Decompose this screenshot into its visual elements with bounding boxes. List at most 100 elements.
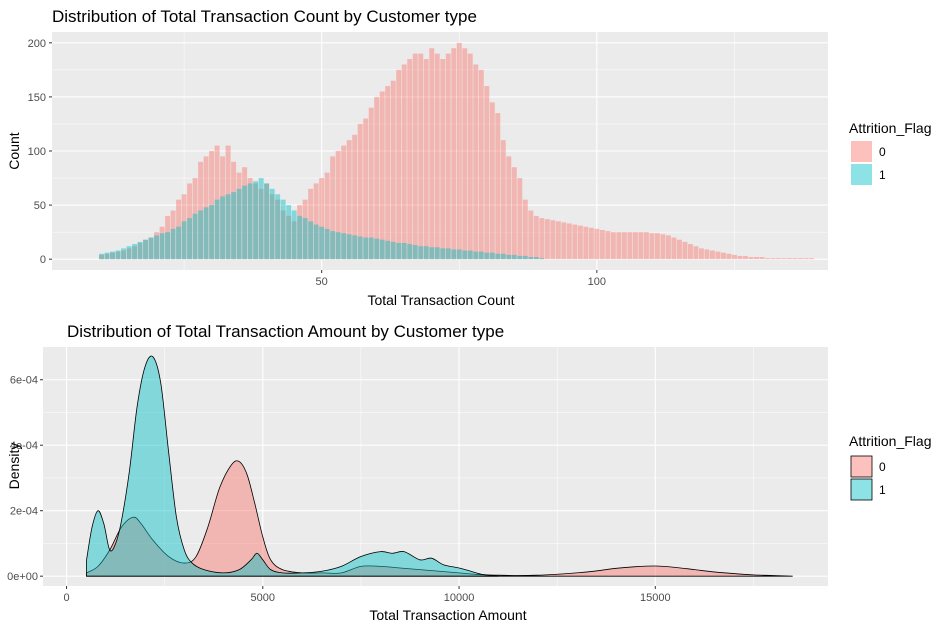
bar-attrited — [363, 237, 369, 260]
bar-retained — [412, 53, 418, 260]
bar-retained — [478, 69, 484, 260]
bar-attrited — [324, 228, 330, 260]
bar-retained — [495, 113, 501, 260]
bar-retained — [627, 232, 633, 260]
bar-retained — [500, 140, 506, 260]
bar-retained — [192, 178, 198, 260]
bar-attrited — [335, 232, 341, 260]
bar-attrited — [209, 205, 215, 260]
bar-retained — [159, 226, 165, 260]
amount-density-panel: 0e+00 2e-04 4e-04 6e-04 0 5000 10000 15000 Dist… — [6, 322, 931, 623]
bar-attrited — [115, 250, 121, 260]
bar-attrited — [308, 221, 314, 260]
bar-attrited — [511, 254, 517, 260]
y-tick-label: 200 — [28, 38, 46, 50]
bar-attrited — [137, 241, 143, 260]
bar-retained — [715, 251, 721, 260]
bar-attrited — [319, 226, 325, 260]
bar-retained — [577, 225, 583, 260]
bar-retained — [621, 232, 627, 260]
bar-retained — [368, 107, 374, 260]
bar-attrited — [264, 183, 270, 260]
bar-retained — [445, 53, 451, 260]
bar-retained — [99, 254, 105, 260]
bar-attrited — [143, 239, 149, 260]
bar-retained — [511, 167, 517, 260]
bar-attrited — [330, 231, 336, 260]
bar-retained — [731, 254, 737, 260]
bar-attrited — [341, 233, 347, 260]
legend: Attrition_Flag 0 1 — [849, 433, 931, 501]
bar-retained — [126, 248, 132, 260]
bar-retained — [467, 53, 473, 260]
bar-attrited — [506, 254, 512, 260]
bar-attrited — [495, 253, 501, 260]
bar-retained — [709, 250, 715, 260]
bar-attrited — [231, 192, 237, 260]
density-retained — [86, 460, 793, 577]
bar-attrited — [220, 196, 226, 260]
y-tick-label: 0e+00 — [7, 571, 38, 583]
bar-retained — [110, 252, 116, 260]
bar-retained — [704, 249, 710, 260]
bar-retained — [572, 224, 578, 260]
bar-retained — [798, 258, 803, 260]
bar-retained — [429, 48, 435, 260]
bar-retained — [632, 232, 638, 260]
bar-retained — [313, 183, 319, 260]
bar-retained — [528, 210, 534, 260]
bar-retained — [374, 96, 380, 260]
legend-key-attrited — [850, 478, 873, 501]
bar-retained — [682, 241, 688, 260]
y-tick-label: 4e-04 — [10, 440, 38, 452]
bar-retained — [203, 156, 209, 260]
bar-attrited — [390, 241, 396, 260]
x-tick-label: 10000 — [444, 592, 475, 604]
bar-attrited — [225, 194, 231, 260]
legend-title: Attrition_Flag — [849, 120, 931, 136]
bar-retained — [638, 232, 644, 260]
bar-attrited — [275, 194, 281, 260]
bar-attrited — [379, 239, 385, 260]
bar-attrited — [242, 185, 248, 260]
bar-retained — [566, 223, 572, 260]
bar-attrited — [286, 205, 292, 260]
bar-attrited — [478, 251, 484, 260]
bar-retained — [209, 151, 215, 260]
bar-retained — [748, 257, 754, 260]
bar-attrited — [401, 242, 407, 260]
y-axis-title: Density — [6, 443, 22, 490]
x-tick-label: 5000 — [251, 592, 275, 604]
bar-attrited — [396, 242, 402, 260]
bar-attrited — [247, 183, 253, 260]
bar-retained — [555, 221, 561, 260]
bar-attrited — [467, 250, 473, 260]
bar-attrited — [346, 234, 352, 260]
bar-attrited — [236, 188, 242, 260]
bar-retained — [357, 123, 363, 260]
bar-retained — [291, 221, 297, 260]
x-tick-label: 100 — [588, 276, 606, 288]
bar-attrited — [154, 235, 160, 260]
x-tick-label: 15000 — [640, 592, 671, 604]
bar-attrited — [170, 228, 176, 260]
bar-attrited — [533, 257, 539, 260]
density-attrited — [86, 355, 499, 577]
bar-attrited — [357, 236, 363, 260]
bar-retained — [588, 227, 594, 260]
bar-attrited — [297, 215, 303, 260]
bar-attrited — [110, 251, 116, 260]
bar-retained — [456, 42, 462, 260]
y-axis-title: Count — [6, 132, 22, 169]
bar-retained — [220, 156, 226, 260]
bar-retained — [286, 215, 292, 260]
legend-key-attrited — [851, 164, 872, 185]
bar-retained — [319, 178, 325, 260]
bar-retained — [401, 64, 407, 260]
legend-label-attrited: 1 — [879, 483, 886, 497]
bar-retained — [687, 244, 693, 260]
bar-retained — [803, 258, 809, 260]
legend-label-retained: 0 — [879, 460, 886, 474]
bar-retained — [561, 222, 567, 260]
bar-retained — [742, 255, 748, 260]
